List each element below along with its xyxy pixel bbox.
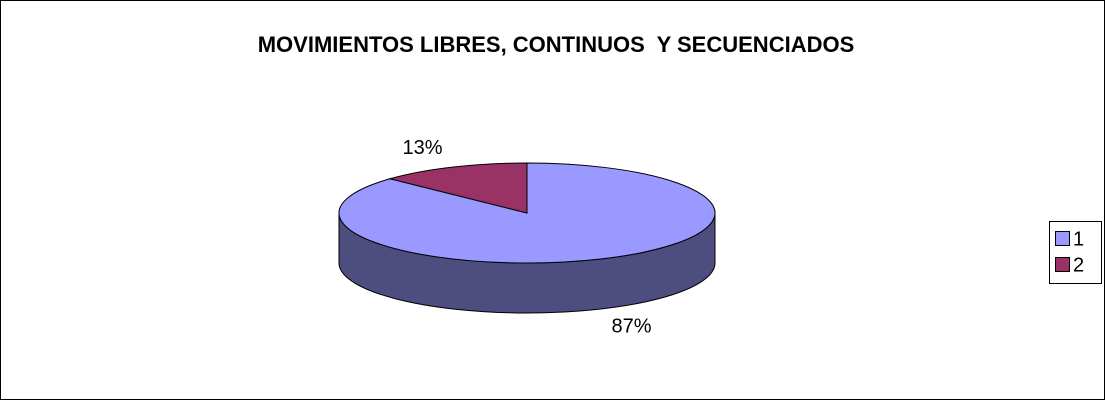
pie-slice	[388, 162, 528, 214]
chart-title: MOVIMIENTOS LIBRES, CONTINUOS Y SECUENCI…	[258, 32, 855, 57]
data-label: 87%	[612, 316, 652, 338]
data-label: 13%	[402, 137, 442, 159]
legend-swatch	[1055, 257, 1070, 272]
legend-label: 1	[1073, 228, 1084, 250]
legend-swatch	[1055, 231, 1070, 246]
legend-label: 2	[1073, 254, 1084, 276]
